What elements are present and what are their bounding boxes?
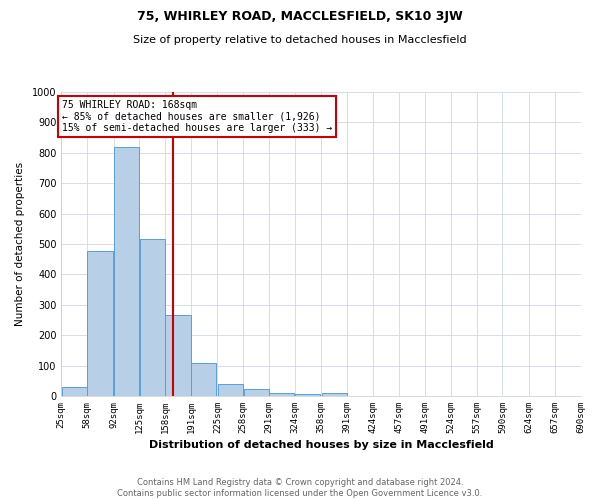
Bar [140, 240, 165, 396]
Bar [166, 316, 191, 396]
Text: Contains HM Land Registry data © Crown copyright and database right 2024.
Contai: Contains HM Land Registry data © Crown c… [118, 478, 482, 498]
Text: 75, WHIRLEY ROAD, MACCLESFIELD, SK10 3JW: 75, WHIRLEY ROAD, MACCLESFIELD, SK10 3JW [137, 10, 463, 23]
Text: Size of property relative to detached houses in Macclesfield: Size of property relative to detached ho… [133, 35, 467, 45]
Bar [191, 362, 217, 396]
Bar [88, 250, 113, 396]
Y-axis label: Number of detached properties: Number of detached properties [15, 162, 25, 326]
Bar [244, 390, 269, 396]
Bar [62, 388, 87, 396]
X-axis label: Distribution of detached houses by size in Macclesfield: Distribution of detached houses by size … [149, 440, 493, 450]
Bar [269, 393, 295, 396]
Bar [218, 384, 243, 396]
Text: 75 WHIRLEY ROAD: 168sqm
← 85% of detached houses are smaller (1,926)
15% of semi: 75 WHIRLEY ROAD: 168sqm ← 85% of detache… [62, 100, 332, 133]
Bar [295, 394, 320, 396]
Bar [114, 146, 139, 396]
Bar [322, 393, 347, 396]
